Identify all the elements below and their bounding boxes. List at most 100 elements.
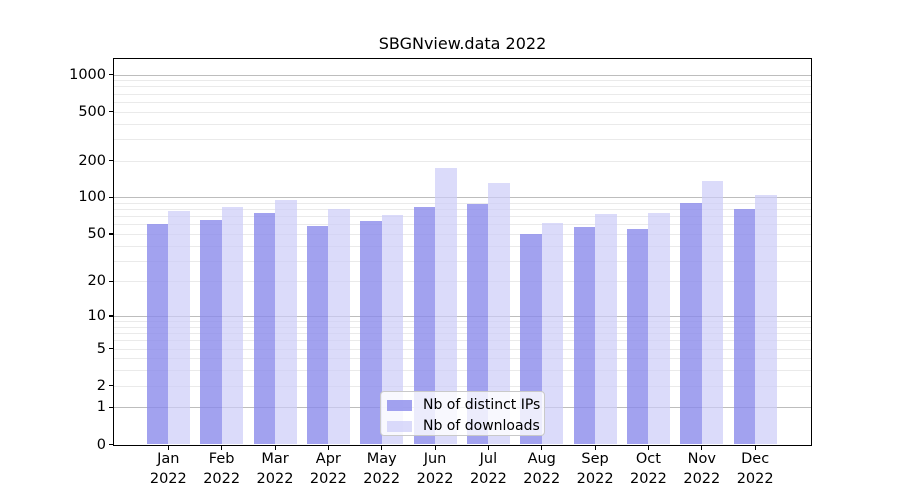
bar-downloads-dec <box>755 195 777 445</box>
y-tick-mark <box>109 315 114 317</box>
bar-distinct-ips-nov <box>680 202 702 445</box>
gridline-minor <box>114 93 811 95</box>
bar-downloads-apr <box>328 208 350 445</box>
x-tick-label: Sep 2022 <box>576 451 614 487</box>
bar-distinct-ips-feb <box>200 220 222 445</box>
x-tick-mark <box>221 445 223 450</box>
y-tick-label: 100 <box>78 189 106 206</box>
plot-area <box>113 57 812 446</box>
bar-downloads-oct <box>648 213 670 445</box>
y-tick-mark <box>109 280 114 283</box>
gridline-major <box>114 316 811 318</box>
gridline-minor <box>114 348 811 350</box>
gridline-minor <box>114 333 811 335</box>
y-tick-label: 5 <box>96 340 106 357</box>
y-tick-mark <box>109 385 114 387</box>
y-tick-label: 2 <box>96 377 106 394</box>
gridline-minor <box>114 245 811 247</box>
gridline-minor <box>114 385 811 387</box>
bar-downloads-nov <box>701 181 724 445</box>
gridline-minor <box>114 340 811 342</box>
y-tick-mark <box>109 443 114 446</box>
x-tick-label: Apr 2022 <box>309 451 347 487</box>
gridline-minor <box>114 326 811 328</box>
y-tick-mark <box>109 111 114 113</box>
gridline-minor <box>114 358 811 360</box>
gridline-minor <box>114 101 811 103</box>
gridline-minor <box>114 281 811 283</box>
x-tick-mark <box>487 445 489 450</box>
gridline-minor <box>114 80 811 82</box>
bar-distinct-ips-oct <box>626 228 649 445</box>
x-tick-mark <box>381 445 383 450</box>
gridline-minor <box>114 209 811 211</box>
x-tick-label: Jun 2022 <box>416 451 454 487</box>
legend: Nb of distinct IPs Nb of downloads <box>380 391 545 436</box>
bar-downloads-jun <box>435 168 457 445</box>
x-tick-mark <box>434 445 436 450</box>
y-tick-label: 200 <box>78 152 106 169</box>
x-tick-mark <box>594 445 596 450</box>
y-tick-label: 10 <box>87 308 106 325</box>
legend-label-distinct-ips: Nb of distinct IPs <box>423 397 541 413</box>
bar-distinct-ips-jul <box>466 203 489 445</box>
gridline-major <box>114 197 811 199</box>
gridline-minor <box>114 123 811 125</box>
gridline-minor <box>114 202 811 204</box>
bar-distinct-ips-may <box>360 220 382 445</box>
x-tick-mark <box>647 445 649 450</box>
y-tick-label: 500 <box>78 103 106 120</box>
legend-swatch-distinct-ips <box>387 400 412 411</box>
bar-downloads-sep <box>595 214 617 445</box>
x-tick-mark <box>274 445 276 450</box>
x-tick-label: Mar 2022 <box>256 451 294 487</box>
x-tick-label: Dec 2022 <box>736 451 774 487</box>
gridline-minor <box>114 233 811 235</box>
bar-downloads-jul <box>488 183 510 445</box>
x-tick-mark <box>327 445 329 450</box>
gridline-minor <box>114 370 811 372</box>
bar-downloads-aug <box>541 222 564 445</box>
y-tick-label: 1000 <box>69 66 106 83</box>
bar-downloads-feb <box>221 206 244 445</box>
y-tick-mark <box>109 406 114 409</box>
y-tick-label: 20 <box>87 273 106 290</box>
y-tick-mark <box>109 159 114 162</box>
legend-swatch-downloads <box>387 421 412 432</box>
bar-distinct-ips-dec <box>733 208 756 445</box>
x-tick-mark <box>167 445 169 450</box>
gridline-minor <box>114 160 811 162</box>
bar-distinct-ips-sep <box>573 227 596 445</box>
gridline-minor <box>114 138 811 140</box>
bar-distinct-ips-mar <box>253 212 275 445</box>
gridline-major <box>114 74 811 76</box>
bar-downloads-jan <box>168 210 190 445</box>
x-tick-label: Jul 2022 <box>469 451 507 487</box>
gridline-minor <box>114 321 811 323</box>
x-tick-mark <box>701 445 703 450</box>
y-tick-mark <box>109 73 114 76</box>
x-tick-label: Oct 2022 <box>629 451 667 487</box>
legend-item-downloads: Nb of downloads <box>387 418 544 435</box>
bar-distinct-ips-jan <box>146 224 169 445</box>
y-tick-label: 1 <box>96 399 106 416</box>
y-tick-mark <box>109 347 114 350</box>
y-tick-label: 50 <box>87 225 106 242</box>
x-tick-label: Jan 2022 <box>149 451 187 487</box>
chart-title: SBGNview.data 2022 <box>378 34 547 53</box>
bar-downloads-may <box>381 214 404 445</box>
gridline-minor <box>114 260 811 262</box>
legend-item-distinct-ips: Nb of distinct IPs <box>387 397 544 414</box>
x-tick-label: Aug 2022 <box>523 451 561 487</box>
gridline-minor <box>114 111 811 113</box>
bar-distinct-ips-jun <box>413 206 436 445</box>
x-tick-label: Feb 2022 <box>203 451 241 487</box>
y-tick-label: 0 <box>96 436 106 453</box>
y-tick-mark <box>109 233 114 235</box>
x-tick-label: May 2022 <box>363 451 401 487</box>
bar-distinct-ips-apr <box>306 226 329 445</box>
x-tick-label: Nov 2022 <box>683 451 721 487</box>
bar-downloads-mar <box>275 200 297 445</box>
x-tick-mark <box>754 445 756 450</box>
